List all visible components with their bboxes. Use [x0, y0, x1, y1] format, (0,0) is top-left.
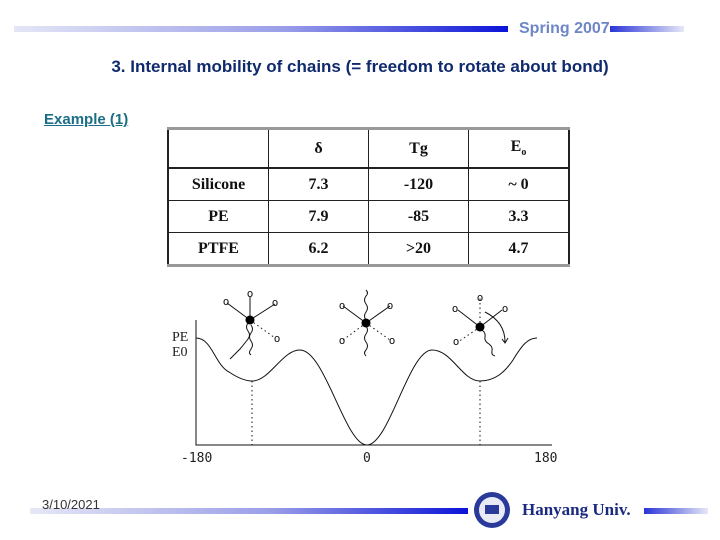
example-label: Example (1) [44, 111, 129, 128]
table-header-row: δ Tg Eo [167, 128, 570, 169]
dotted-guides [249, 298, 481, 445]
svg-text:o: o [453, 335, 460, 348]
slide-title: 3. Internal mobility of chains (= freedo… [111, 57, 609, 76]
footer-bar-right [644, 508, 708, 514]
x-tick-label: 0 [363, 451, 371, 466]
svg-text:o: o [223, 295, 230, 308]
footer-bar [30, 508, 468, 514]
ylabel-line1: PE [172, 330, 189, 345]
y-axis-label: PE E0 [172, 330, 188, 360]
svg-text:o: o [339, 334, 346, 347]
cell: >20 [368, 232, 469, 266]
svg-text:o: o [247, 287, 254, 300]
svg-text:o: o [339, 299, 346, 312]
cell: 6.2 [268, 232, 369, 266]
atom-labels: o o o o o o o o o o o o [223, 287, 509, 348]
table-row: PE 7.9 -85 3.3 [167, 200, 570, 233]
header-bar-right [610, 26, 684, 32]
table-row: Silicone 7.3 -120 ~ 0 [167, 167, 570, 201]
university-name: Hanyang Univ. [522, 500, 631, 519]
cell: ~ 0 [468, 167, 570, 201]
cell: PTFE [167, 232, 269, 266]
ylabel-line2: E0 [172, 345, 188, 360]
cell: 7.9 [268, 200, 369, 233]
svg-text:o: o [389, 334, 396, 347]
svg-text:o: o [477, 291, 484, 304]
cell: PE [167, 200, 269, 233]
cell: 3.3 [468, 200, 570, 233]
svg-text:o: o [387, 299, 394, 312]
svg-text:o: o [452, 302, 459, 315]
header-bar [14, 26, 508, 32]
table-row: PTFE 6.2 >20 4.7 [167, 232, 570, 266]
university-seal-icon [474, 492, 510, 528]
molecule-center [342, 289, 391, 357]
cell: Silicone [167, 167, 269, 201]
header-cell: Tg [368, 128, 469, 169]
svg-text:o: o [502, 302, 509, 315]
cell: 4.7 [468, 232, 570, 266]
season-label: Spring 2007 [519, 20, 610, 37]
y-axis [195, 320, 552, 446]
properties-table: δ Tg Eo Silicone 7.3 -120 ~ 0 PE 7.9 -85… [167, 127, 570, 267]
header-cell [167, 128, 269, 169]
x-tick-label: -180 [181, 451, 213, 466]
molecule-right [457, 309, 509, 357]
footer-date: 3/10/2021 [42, 497, 100, 512]
svg-text:o: o [272, 296, 279, 309]
svg-text:o: o [274, 332, 281, 345]
x-tick-label: 180 [534, 451, 558, 466]
header-cell: Eo [468, 128, 570, 169]
energy-curve [195, 337, 538, 446]
cell: 7.3 [268, 167, 369, 201]
molecule-left [226, 297, 276, 360]
